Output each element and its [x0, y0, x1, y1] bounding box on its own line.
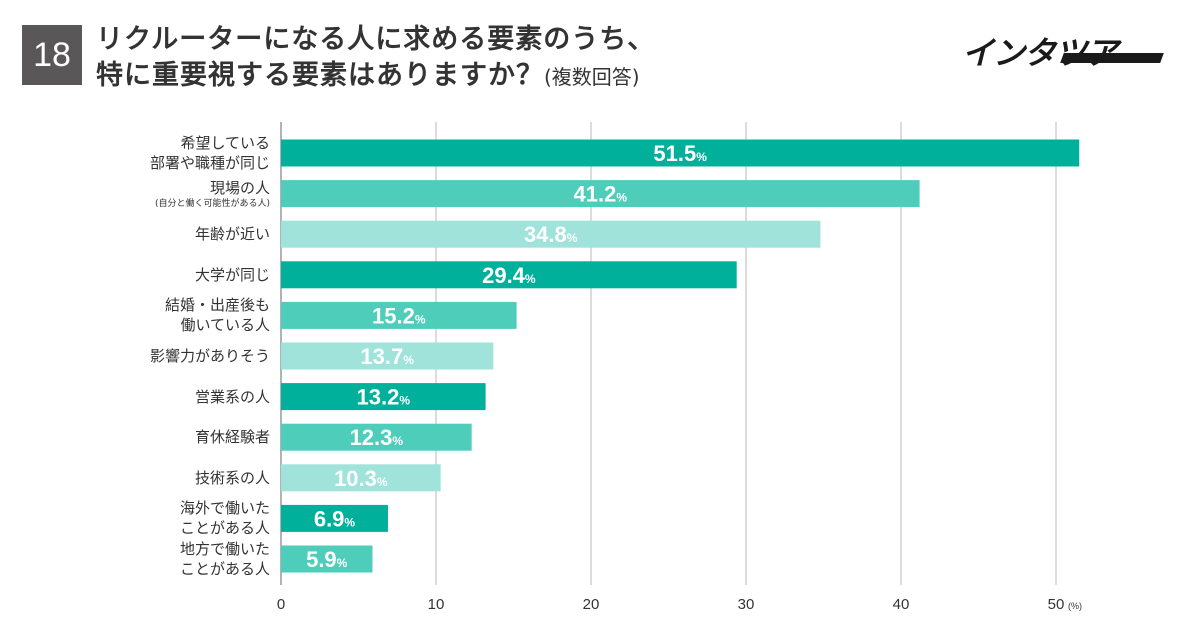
- category-label: 育休経験者: [195, 427, 270, 447]
- bar-4: [281, 261, 737, 289]
- category-label-line: 地方で働いた: [179, 540, 270, 558]
- category-label-line: 結婚・出産後も: [164, 296, 270, 315]
- category-label-line: 働いている人: [180, 316, 270, 335]
- bar-9: [281, 464, 441, 492]
- bar-1: [281, 139, 1080, 167]
- bar-2: [281, 180, 920, 208]
- bar-value-label: 34.8%: [524, 222, 578, 247]
- x-tick-label: 0: [277, 596, 285, 613]
- bar-3: [281, 220, 821, 248]
- title-line-2-main: 特に重要視する要素はありますか？: [96, 60, 544, 91]
- bar-value-label: 13.7%: [360, 344, 414, 369]
- bar-value-label: 10.3%: [334, 466, 388, 491]
- category-label-line: 海外で働いた: [179, 499, 270, 518]
- bar-value-label: 15.2%: [372, 303, 426, 328]
- bar-value-label: 13.2%: [357, 385, 411, 410]
- title-line-2: 特に重要視する要素はありますか？(複数回答): [96, 58, 655, 95]
- x-axis-unit: (%): [1068, 601, 1082, 611]
- bar-7: [281, 383, 486, 411]
- category-label-line: 年齢が近い: [194, 225, 270, 244]
- chart-title: リクルーターになる人に求める要素のうち、 特に重要視する要素はありますか？(複数…: [96, 22, 655, 95]
- category-label-line: 技術系の人: [194, 468, 270, 487]
- title-suffix: (複数回答): [544, 65, 640, 89]
- category-label: 営業系の人: [195, 387, 270, 407]
- bar-value-label: 41.2%: [574, 182, 628, 207]
- category-label: 影響力がありそう: [150, 346, 270, 366]
- category-label-line: 営業系の人: [194, 387, 270, 406]
- x-tick-label: 10: [428, 596, 445, 613]
- bar-11: [281, 545, 373, 573]
- category-label: 地方で働いた ことがある人: [180, 539, 270, 579]
- bar-5: [281, 301, 517, 329]
- category-label: 希望している部署や職種が同じ: [150, 133, 270, 173]
- category-label-line: 大学が同じ: [194, 265, 270, 284]
- category-label-line: 部署や職種が同じ: [149, 154, 270, 172]
- question-number-badge: 18: [22, 25, 82, 85]
- bar-value-label: 5.9%: [306, 547, 348, 572]
- category-label-line: 現場の人: [209, 178, 270, 197]
- x-tick-label: 40: [893, 596, 910, 613]
- bar-6: [281, 342, 494, 370]
- bar-value-label: 12.3%: [350, 425, 404, 450]
- x-tick-label: 20: [583, 596, 600, 613]
- category-label-line: 希望している: [180, 134, 270, 152]
- category-label-note: (自分と働く可能性がある人): [154, 198, 270, 209]
- bar-8: [281, 423, 472, 451]
- bar-value-label: 29.4%: [482, 263, 536, 288]
- category-label: 現場の人 (自分と働く可能性がある人): [155, 178, 270, 210]
- x-tick-label: 50: [1048, 596, 1065, 613]
- bar-value-label: 51.5%: [653, 141, 707, 166]
- bar-10: [281, 504, 388, 532]
- category-label-line: ことがある人: [179, 519, 270, 538]
- category-label: 大学が同じ: [195, 265, 270, 285]
- category-label-line: 育休経験者: [194, 428, 270, 447]
- category-label: 海外で働いた ことがある人: [180, 498, 270, 538]
- category-label-line: ことがある人: [179, 560, 270, 578]
- title-line-1: リクルーターになる人に求める要素のうち、: [96, 24, 656, 55]
- category-label: 結婚・出産後も 働いている人: [165, 295, 270, 335]
- bar-value-label: 6.9%: [314, 506, 356, 531]
- category-label-line: 影響力がありそう: [149, 347, 270, 365]
- category-label: 技術系の人: [195, 468, 270, 488]
- x-tick-label: 30: [738, 596, 755, 613]
- category-label: 年齢が近い: [195, 224, 270, 244]
